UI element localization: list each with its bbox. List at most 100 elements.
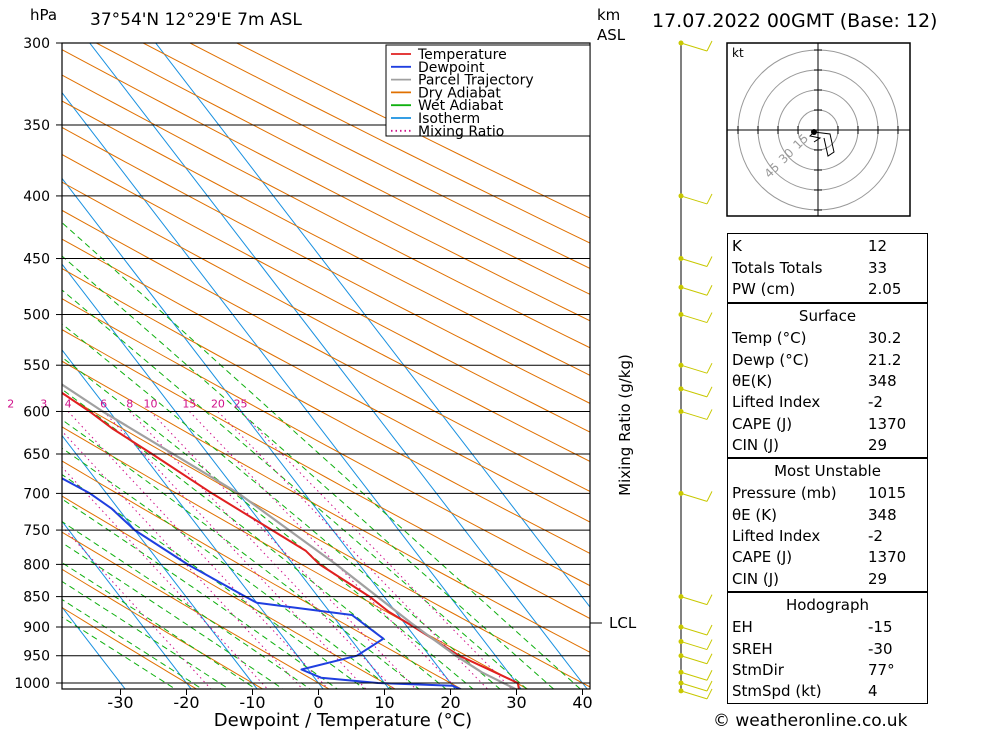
- index-value: -2: [868, 526, 883, 545]
- wind-barb: [680, 286, 708, 296]
- wind-barb: [680, 655, 708, 665]
- isotherm-line: [62, 177, 456, 689]
- wind-barb-flag: [706, 386, 713, 398]
- dry-adiabat-line: [62, 568, 264, 689]
- storm-motion-dot: [811, 129, 817, 135]
- x-tick-label: 0: [313, 693, 323, 712]
- most-unstable-title: Most Unstable: [774, 462, 881, 480]
- wind-barb-flag: [706, 639, 713, 650]
- index-label: StmDir: [732, 660, 784, 679]
- mixing-ratio-label: 6: [100, 397, 107, 410]
- x-tick-label: 20: [440, 693, 460, 712]
- dry-adiabat-line: [62, 329, 590, 620]
- wet-adiabat-line: [62, 542, 284, 689]
- pressure-label: 550: [23, 358, 50, 374]
- index-label: Lifted Index: [732, 526, 821, 545]
- datetime-title: 17.07.2022 00GMT (Base: 12): [652, 10, 938, 32]
- mixing-ratio-label: 3: [40, 397, 47, 410]
- index-row: Temp (°C) 30.2: [728, 328, 927, 349]
- index-value: 1370: [868, 548, 907, 567]
- legend-label: Mixing Ratio: [418, 124, 504, 140]
- pressure-label: 900: [23, 620, 50, 636]
- wet-adiabat-line: [62, 289, 528, 689]
- index-row: θE(K) 348: [728, 371, 927, 392]
- dry-adiabat-line: [62, 181, 590, 462]
- hodograph-trace: [808, 131, 835, 157]
- pressure-label: 1000: [14, 676, 50, 692]
- hpa-label: hPa: [30, 6, 58, 24]
- wind-barb-flag: [706, 40, 713, 52]
- index-row: EH -15: [728, 617, 927, 638]
- mixing-ratio-label: 20: [211, 397, 225, 410]
- pressure-label: 300: [23, 36, 50, 52]
- pressure-label: 350: [23, 118, 50, 134]
- wind-barb-flag: [706, 362, 713, 374]
- lcl-label: LCL: [609, 614, 637, 632]
- index-row: CAPE (J) 1370: [728, 547, 927, 568]
- surface-title: Surface: [798, 307, 857, 325]
- x-tick-label: -10: [239, 693, 265, 712]
- index-row: StmSpd (kt) 4: [728, 681, 927, 702]
- x-tick-label: -20: [173, 693, 199, 712]
- mixing-ratio-line: [67, 411, 329, 689]
- wet-adiabat-line: [62, 255, 555, 689]
- pressure-label: 450: [23, 252, 50, 268]
- dry-adiabat-line: [142, 43, 590, 270]
- location-title: 37°54'N 12°29'E 7m ASL: [90, 10, 302, 30]
- wind-barb: [680, 42, 708, 52]
- index-row: Lifted Index -2: [728, 392, 927, 413]
- index-label: Lifted Index: [732, 393, 821, 412]
- index-label: Temp (°C): [732, 329, 807, 348]
- mixing-ratio-label: 8: [126, 397, 133, 410]
- index-row: θE (K) 348: [728, 504, 927, 525]
- index-value: -30: [868, 639, 893, 658]
- wind-barb: [680, 410, 708, 420]
- km-label: km: [597, 6, 621, 24]
- index-row: PW (cm) 2.05: [728, 279, 927, 300]
- mixing-ratio-axis-label: Mixing Ratio (g/kg): [616, 354, 634, 496]
- index-label: θE (K): [732, 505, 777, 524]
- mixing-ratio-line: [62, 430, 304, 689]
- dry-adiabat-line: [62, 267, 590, 555]
- wet-adiabat-line: [62, 447, 393, 689]
- index-label: CIN (J): [732, 436, 780, 455]
- wind-barb-flag: [706, 680, 713, 692]
- isotherm-line: [62, 91, 522, 689]
- indices-panel-most-unstable: Most Unstable Pressure (mb) 1015 θE (K) 348…: [727, 458, 928, 592]
- index-value: 21.2: [868, 350, 902, 369]
- dry-adiabat-line: [62, 606, 198, 689]
- wind-barb: [680, 195, 708, 205]
- index-value: 348: [868, 505, 897, 524]
- x-axis-label: Dewpoint / Temperature (°C): [214, 710, 472, 731]
- wind-barb-flag: [706, 594, 713, 605]
- pressure-label: 750: [23, 523, 50, 539]
- dry-adiabat-line: [62, 392, 590, 688]
- hodograph-ring-label: 30: [776, 146, 797, 167]
- wet-adiabat-line: [62, 520, 311, 689]
- wind-barb-flag: [706, 285, 713, 296]
- legend-label: Parcel Trajectory: [418, 73, 534, 89]
- wet-adiabat-line: [62, 474, 366, 689]
- wind-barb: [680, 492, 708, 502]
- index-label: θE(K): [732, 371, 773, 390]
- dry-adiabat-line: [62, 74, 590, 349]
- index-value: 4: [868, 682, 878, 701]
- wind-barb: [680, 258, 708, 268]
- mixing-ratio-line: [240, 411, 513, 689]
- mixing-ratio-label: 15: [182, 397, 196, 410]
- indices-panel-hodograph: Hodograph EH -15 SREH -30 StmDir 77° StmSpd (k…: [727, 592, 928, 704]
- dry-adiabat-line: [62, 298, 590, 587]
- footer-credit[interactable]: © weatheronline.co.uk: [713, 711, 908, 731]
- index-row: Pressure (mb) 1015: [728, 483, 927, 504]
- wind-barb-flag: [706, 193, 713, 205]
- dry-adiabat-line: [62, 100, 590, 376]
- index-label: CAPE (J): [732, 548, 793, 567]
- dry-adiabat-line: [62, 495, 397, 689]
- index-label: CAPE (J): [732, 414, 793, 433]
- wind-barb: [680, 364, 708, 374]
- wind-barb: [680, 314, 708, 324]
- dry-adiabat-line: [62, 49, 590, 322]
- wind-barb: [680, 626, 708, 636]
- wind-barb: [680, 682, 708, 692]
- index-value: -15: [868, 618, 893, 637]
